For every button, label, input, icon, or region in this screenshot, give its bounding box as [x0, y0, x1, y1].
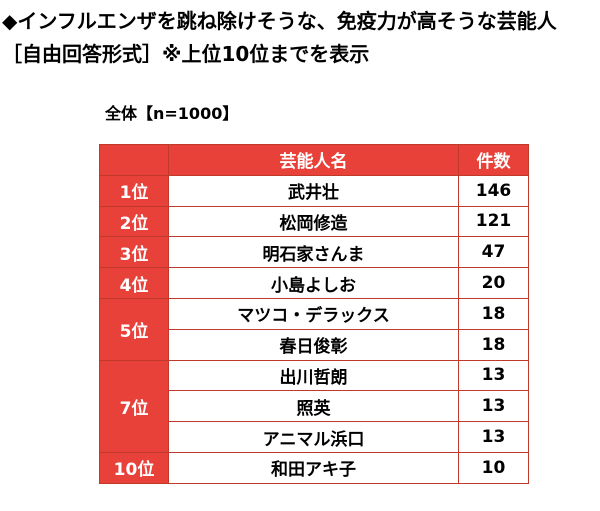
name-cell: 武井壮	[168, 174, 459, 207]
rank-cell: 7位	[99, 359, 169, 453]
header-count: 件数	[458, 144, 529, 176]
table-row: 4位 小島よしお 20	[99, 267, 529, 299]
count-cell: 13	[458, 390, 529, 423]
table-row: 1位 武井壮 146	[99, 174, 529, 207]
table-row: 春日俊彰 18	[100, 328, 529, 361]
table-row: アニマル浜口 13	[100, 421, 529, 453]
name-cell: マツコ・デラックス	[168, 297, 459, 330]
name-cell: 小島よしお	[168, 267, 459, 299]
count-cell: 13	[458, 421, 529, 453]
page-subtitle: ［自由回答形式］※上位10位までを表示	[2, 42, 370, 66]
name-cell: 松岡修造	[168, 205, 459, 238]
name-cell: 明石家さんま	[168, 236, 459, 269]
table-row: 2位 松岡修造 121	[99, 205, 529, 238]
table-header-row: 芸能人名 件数	[99, 144, 529, 176]
name-cell: 照英	[168, 390, 459, 423]
table-row: 3位 明石家さんま 47	[99, 236, 529, 269]
table-row: 5位 マツコ・デラックス 18	[99, 297, 529, 361]
header-name: 芸能人名	[168, 144, 459, 176]
ranking-table: 芸能人名 件数 1位 武井壮 146 2位 松岡修造 121 3位 明石家さんま…	[99, 144, 529, 484]
rank-cell: 10位	[99, 451, 169, 484]
page-title: ◆インフルエンザを跳ね除けそうな、免疫力が高そうな芸能人	[2, 9, 557, 33]
rank-cell: 1位	[99, 174, 169, 207]
count-cell: 13	[458, 359, 529, 392]
rank-cell: 5位	[99, 297, 169, 361]
name-cell: 和田アキ子	[168, 451, 459, 484]
rank-cell: 4位	[99, 267, 169, 299]
count-cell: 20	[458, 267, 529, 299]
name-cell: アニマル浜口	[168, 421, 459, 453]
count-cell: 18	[458, 328, 529, 361]
count-cell: 47	[458, 236, 529, 269]
count-cell: 10	[458, 451, 529, 484]
name-cell: 春日俊彰	[168, 328, 459, 361]
header-rank	[99, 144, 169, 176]
table-row: 10位 和田アキ子 10	[99, 451, 529, 484]
count-cell: 121	[458, 205, 529, 238]
count-cell: 146	[458, 174, 529, 207]
name-cell: 出川哲朗	[168, 359, 459, 392]
sample-size-label: 全体【n=1000】	[105, 104, 239, 123]
rank-cell: 3位	[99, 236, 169, 269]
count-cell: 18	[458, 297, 529, 330]
table-row: 7位 出川哲朗 13	[99, 359, 529, 453]
rank-cell: 2位	[99, 205, 169, 238]
